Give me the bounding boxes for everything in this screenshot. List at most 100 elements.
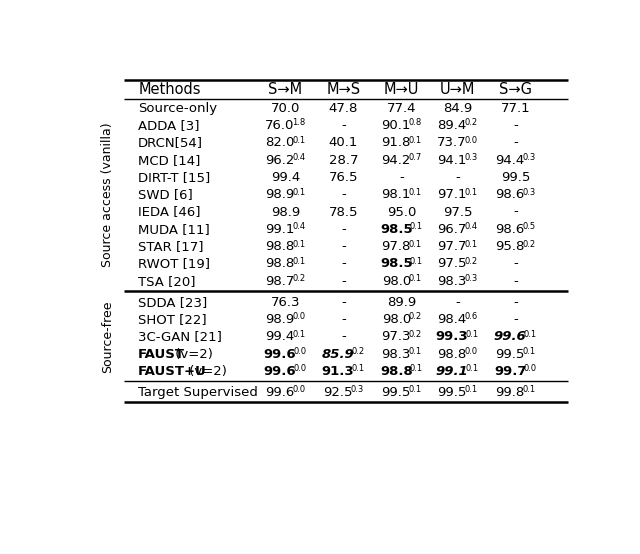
Text: 0.1: 0.1 (292, 239, 305, 249)
Text: S→M: S→M (268, 82, 303, 97)
Text: -: - (341, 240, 346, 253)
Text: Source access (vanilla): Source access (vanilla) (100, 122, 114, 267)
Text: 0.4: 0.4 (465, 222, 477, 231)
Text: 0.0: 0.0 (465, 347, 477, 356)
Text: 0.1: 0.1 (465, 330, 479, 338)
Text: -: - (341, 275, 346, 288)
Text: -: - (513, 275, 518, 288)
Text: 0.1: 0.1 (410, 365, 422, 373)
Text: 94.4: 94.4 (495, 153, 525, 167)
Text: 0.1: 0.1 (465, 188, 477, 197)
Text: 91.3: 91.3 (322, 365, 355, 378)
Text: 0.2: 0.2 (351, 347, 365, 356)
Text: 0.1: 0.1 (465, 239, 477, 249)
Text: 97.8: 97.8 (381, 240, 411, 253)
Text: 99.4: 99.4 (271, 171, 300, 184)
Text: 99.8: 99.8 (495, 386, 525, 399)
Text: 0.3: 0.3 (522, 153, 536, 162)
Text: 40.1: 40.1 (329, 136, 358, 149)
Text: -: - (455, 171, 460, 184)
Text: 0.2: 0.2 (522, 239, 536, 249)
Text: 99.6: 99.6 (264, 365, 296, 378)
Text: MUDA [11]: MUDA [11] (138, 223, 210, 236)
Text: ADDA [3]: ADDA [3] (138, 119, 200, 132)
Text: 0.1: 0.1 (408, 274, 422, 283)
Text: MCD [14]: MCD [14] (138, 153, 200, 167)
Text: 99.6: 99.6 (494, 330, 527, 343)
Text: SHOT [22]: SHOT [22] (138, 313, 207, 326)
Text: Target Supervised: Target Supervised (138, 386, 258, 399)
Text: 94.1: 94.1 (437, 153, 467, 167)
Text: 98.5: 98.5 (380, 223, 413, 236)
Text: 98.9: 98.9 (271, 206, 300, 218)
Text: 99.5: 99.5 (381, 386, 411, 399)
Text: -: - (513, 136, 518, 149)
Text: 99.6: 99.6 (264, 347, 296, 361)
Text: 89.9: 89.9 (387, 296, 416, 309)
Text: STAR [17]: STAR [17] (138, 240, 204, 253)
Text: 0.1: 0.1 (522, 385, 536, 394)
Text: 91.8: 91.8 (381, 136, 411, 149)
Text: 0.6: 0.6 (465, 312, 477, 321)
Text: 98.3: 98.3 (437, 275, 467, 288)
Text: RWOT [19]: RWOT [19] (138, 258, 210, 270)
Text: 98.9: 98.9 (266, 313, 294, 326)
Text: -: - (341, 188, 346, 201)
Text: 99.5: 99.5 (495, 347, 525, 361)
Text: FAUST+U: FAUST+U (138, 365, 207, 378)
Text: -: - (513, 296, 518, 309)
Text: 0.1: 0.1 (408, 239, 422, 249)
Text: 0.5: 0.5 (522, 222, 536, 231)
Text: 96.2: 96.2 (266, 153, 295, 167)
Text: 3C-GAN [21]: 3C-GAN [21] (138, 330, 222, 343)
Text: 0.2: 0.2 (465, 119, 477, 127)
Text: 0.1: 0.1 (408, 385, 422, 394)
Text: -: - (341, 313, 346, 326)
Text: 84.9: 84.9 (443, 101, 472, 115)
Text: -: - (455, 296, 460, 309)
Text: 0.1: 0.1 (292, 257, 305, 266)
Text: 98.3: 98.3 (381, 347, 411, 361)
Text: 0.1: 0.1 (292, 136, 305, 145)
Text: 0.1: 0.1 (408, 188, 422, 197)
Text: (v=2): (v=2) (172, 347, 213, 361)
Text: Source-free: Source-free (100, 300, 114, 373)
Text: 82.0: 82.0 (266, 136, 295, 149)
Text: -: - (341, 223, 346, 236)
Text: 0.3: 0.3 (522, 188, 536, 197)
Text: 76.3: 76.3 (271, 296, 300, 309)
Text: 92.5: 92.5 (323, 386, 353, 399)
Text: 98.7: 98.7 (266, 275, 295, 288)
Text: U→M: U→M (440, 82, 475, 97)
Text: SDDA [23]: SDDA [23] (138, 296, 207, 309)
Text: 95.8: 95.8 (495, 240, 525, 253)
Text: FAUST: FAUST (138, 347, 185, 361)
Text: (v=2): (v=2) (184, 365, 227, 378)
Text: 76.5: 76.5 (329, 171, 358, 184)
Text: 99.6: 99.6 (266, 386, 294, 399)
Text: 98.8: 98.8 (380, 365, 413, 378)
Text: 98.5: 98.5 (380, 258, 413, 270)
Text: 99.4: 99.4 (266, 330, 294, 343)
Text: 0.0: 0.0 (292, 385, 305, 394)
Text: 28.7: 28.7 (329, 153, 358, 167)
Text: 0.0: 0.0 (465, 136, 477, 145)
Text: 98.6: 98.6 (495, 188, 525, 201)
Text: -: - (341, 330, 346, 343)
Text: 0.1: 0.1 (408, 347, 422, 356)
Text: 0.1: 0.1 (465, 385, 477, 394)
Text: 0.1: 0.1 (465, 365, 479, 373)
Text: DRCN[54]: DRCN[54] (138, 136, 203, 149)
Text: 0.1: 0.1 (524, 330, 536, 338)
Text: 89.4: 89.4 (438, 119, 467, 132)
Text: 98.9: 98.9 (266, 188, 294, 201)
Text: 99.7: 99.7 (494, 365, 527, 378)
Text: 98.6: 98.6 (495, 223, 525, 236)
Text: 0.2: 0.2 (292, 274, 305, 283)
Text: 0.1: 0.1 (410, 257, 422, 266)
Text: 76.0: 76.0 (266, 119, 295, 132)
Text: 97.1: 97.1 (437, 188, 467, 201)
Text: TSA [20]: TSA [20] (138, 275, 196, 288)
Text: 0.2: 0.2 (408, 312, 422, 321)
Text: 96.7: 96.7 (437, 223, 467, 236)
